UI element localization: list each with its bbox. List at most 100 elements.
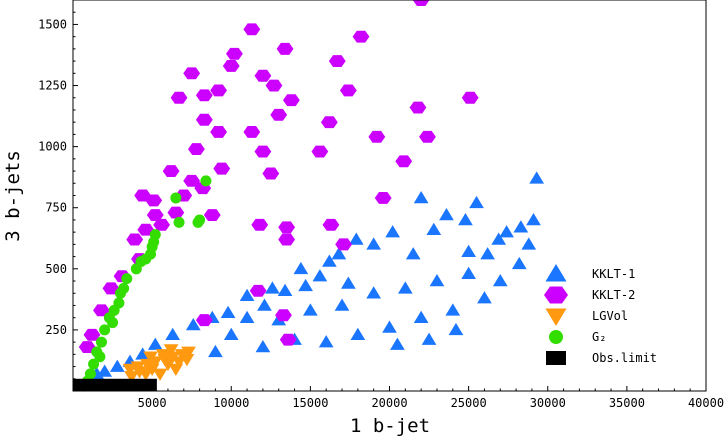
data-point-triangle-up bbox=[298, 278, 313, 292]
data-point-triangle-up bbox=[265, 281, 280, 294]
data-point-hexagon bbox=[461, 91, 479, 104]
data-point-triangle-up bbox=[397, 281, 413, 294]
data-point-circle bbox=[140, 253, 152, 265]
data-point-triangle-up bbox=[385, 225, 401, 238]
data-point-hexagon bbox=[203, 209, 221, 221]
data-point-hexagon bbox=[320, 116, 338, 129]
data-point-triangle-up bbox=[366, 286, 382, 299]
x-tick-label: 40000 bbox=[688, 396, 724, 410]
x-tick-label: 20000 bbox=[371, 396, 407, 410]
legend-label: Obs.limit bbox=[592, 351, 657, 365]
data-point-triangle-up bbox=[461, 244, 476, 257]
data-point-triangle-up bbox=[526, 212, 541, 226]
data-point-circle bbox=[99, 324, 111, 336]
data-point-triangle-up bbox=[293, 261, 309, 275]
data-point-triangle-up bbox=[499, 225, 514, 238]
data-point-triangle-up bbox=[312, 269, 328, 282]
data-point-hexagon bbox=[126, 233, 144, 246]
data-point-hexagon bbox=[409, 101, 427, 114]
data-point-triangle-up bbox=[322, 254, 337, 267]
data-point-triangle-up bbox=[109, 359, 125, 372]
data-point-triangle-up bbox=[331, 247, 347, 260]
data-point-hexagon bbox=[183, 67, 201, 80]
data-point-triangle-down bbox=[181, 346, 196, 359]
x-tick-label: 30000 bbox=[530, 396, 566, 410]
data-point-triangle-up bbox=[165, 327, 181, 341]
data-point-triangle-up bbox=[429, 274, 445, 287]
data-point-triangle-up bbox=[277, 283, 293, 297]
plot-marks bbox=[73, 0, 545, 392]
data-point-hexagon bbox=[243, 126, 261, 138]
data-point-triangle-down bbox=[168, 363, 184, 377]
data-point-triangle-up bbox=[208, 344, 223, 358]
data-point-triangle-up bbox=[426, 222, 442, 235]
data-point-triangle-up bbox=[492, 274, 508, 287]
data-point-triangle-up bbox=[341, 276, 356, 289]
data-point-triangle-down bbox=[143, 351, 158, 364]
data-point-hexagon bbox=[226, 47, 243, 60]
legend: KKLT-1 KKLT-2 LGVol G₂ Obs.limit bbox=[544, 264, 657, 365]
data-point-triangle-up bbox=[477, 291, 492, 304]
data-point-triangle-up bbox=[348, 232, 364, 245]
data-point-hexagon bbox=[162, 165, 180, 178]
legend-marker-triangle-down bbox=[545, 308, 567, 326]
y-tick-label: 750 bbox=[45, 201, 67, 215]
data-point-triangle-up bbox=[529, 171, 545, 184]
data-point-triangle-up bbox=[491, 232, 507, 245]
data-point-triangle-up bbox=[97, 364, 112, 377]
data-point-triangle-up bbox=[413, 310, 429, 323]
data-point-triangle-up bbox=[390, 337, 405, 350]
data-point-triangle-down bbox=[152, 368, 168, 381]
y-tick-label: 500 bbox=[45, 262, 67, 276]
data-point-triangle-down bbox=[171, 356, 187, 369]
obs-limit-box bbox=[73, 378, 157, 391]
data-point-triangle-up bbox=[480, 247, 495, 260]
data-point-hexagon bbox=[210, 84, 227, 97]
data-point-hexagon bbox=[210, 126, 227, 138]
data-point-triangle-up bbox=[318, 335, 334, 348]
data-point-triangle-up bbox=[303, 303, 318, 316]
data-point-circle bbox=[148, 236, 160, 248]
data-point-triangle-up bbox=[421, 332, 437, 345]
x-tick-label: 10000 bbox=[213, 396, 249, 410]
legend-marker-box bbox=[546, 351, 566, 365]
legend-label: KKLT-2 bbox=[592, 288, 635, 302]
data-point-hexagon bbox=[335, 238, 353, 251]
data-point-hexagon bbox=[328, 55, 346, 68]
data-point-hexagon bbox=[183, 174, 201, 187]
data-point-triangle-up bbox=[185, 318, 201, 331]
x-axis: 5000 10000 15000 20000 25000 30000 35000 40000 bbox=[88, 386, 724, 410]
data-point-triangle-up bbox=[448, 322, 464, 336]
legend-marker-triangle-up bbox=[545, 264, 567, 282]
data-point-circle bbox=[107, 317, 119, 329]
data-point-hexagon bbox=[374, 191, 392, 204]
y-tick-label: 1500 bbox=[38, 17, 67, 31]
data-point-triangle-down bbox=[155, 349, 171, 362]
legend-label: LGVol bbox=[592, 309, 628, 323]
data-point-triangle-up bbox=[469, 195, 484, 209]
data-point-triangle-up bbox=[257, 298, 272, 311]
data-point-hexagon bbox=[311, 145, 329, 158]
data-point-triangle-up bbox=[239, 310, 255, 323]
data-point-hexagon bbox=[170, 91, 188, 104]
data-point-hexagon bbox=[254, 145, 272, 158]
y-axis-label: 3 b-jets bbox=[2, 150, 24, 242]
data-point-triangle-down bbox=[163, 344, 179, 357]
y-tick-label: 1000 bbox=[38, 140, 67, 154]
data-point-hexagon bbox=[419, 130, 436, 143]
x-tick-label: 5000 bbox=[138, 396, 167, 410]
data-point-circle bbox=[88, 358, 100, 370]
data-point-hexagon bbox=[145, 194, 163, 207]
data-point-hexagon bbox=[412, 0, 430, 6]
data-point-hexagon bbox=[352, 30, 370, 43]
data-point-hexagon bbox=[251, 218, 269, 231]
data-point-hexagon bbox=[279, 333, 297, 346]
data-point-hexagon bbox=[188, 143, 205, 156]
x-tick-label: 15000 bbox=[292, 396, 328, 410]
data-point-triangle-up bbox=[513, 220, 529, 233]
data-point-circle bbox=[200, 175, 212, 187]
data-point-hexagon bbox=[153, 218, 171, 231]
data-point-circle bbox=[173, 216, 185, 228]
data-point-triangle-down bbox=[160, 358, 176, 372]
